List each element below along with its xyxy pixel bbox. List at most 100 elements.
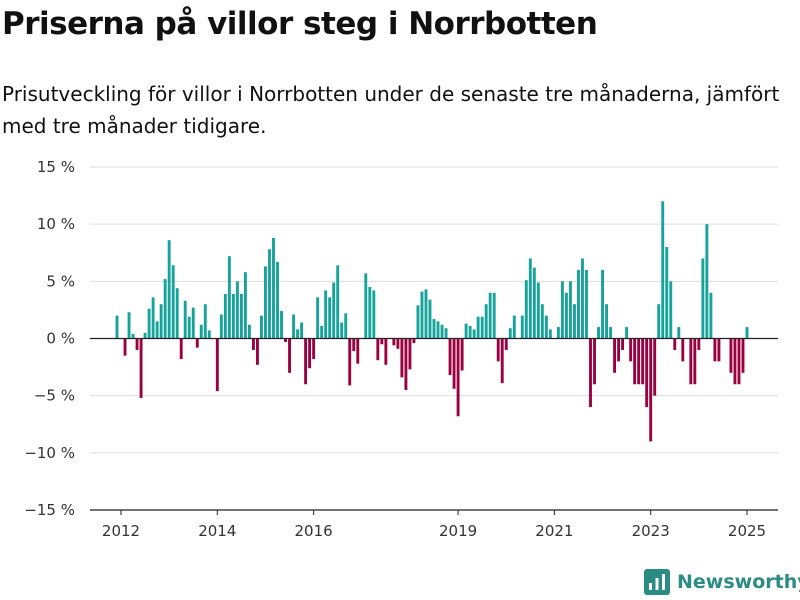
bar — [207, 330, 211, 339]
bar — [276, 261, 279, 339]
bar — [665, 247, 669, 339]
x-tick-label: 2019 — [439, 522, 477, 540]
bar — [203, 304, 207, 339]
bar — [484, 304, 488, 339]
bar — [560, 281, 564, 339]
bar — [504, 338, 508, 350]
bar — [227, 256, 231, 339]
bar — [308, 338, 312, 369]
bar — [701, 258, 705, 339]
bar — [127, 312, 131, 339]
x-tick-label: 2012 — [102, 522, 140, 540]
bar — [416, 305, 420, 339]
bar — [159, 304, 163, 339]
bar — [508, 328, 512, 339]
bar — [284, 338, 287, 342]
bar — [500, 338, 504, 384]
bar — [681, 338, 685, 362]
bar — [480, 316, 484, 339]
bar — [601, 269, 604, 339]
bar — [251, 338, 255, 350]
bar — [625, 327, 629, 339]
bar — [573, 304, 576, 339]
bar — [195, 338, 199, 348]
bar — [123, 338, 127, 356]
bar — [135, 338, 139, 350]
axes — [90, 337, 778, 515]
bar — [452, 338, 456, 389]
bar — [460, 338, 464, 371]
newsworthy-logo-icon — [644, 569, 670, 595]
bar — [697, 338, 701, 350]
y-tick-label: 5 % — [46, 272, 75, 290]
x-tick-label: 2014 — [198, 522, 236, 540]
bar — [392, 338, 396, 346]
bar — [384, 338, 388, 365]
bar — [256, 338, 259, 365]
bar — [428, 299, 432, 339]
bar — [585, 269, 588, 339]
bar — [677, 327, 681, 339]
bar — [577, 269, 580, 339]
x-tick-label: 2021 — [535, 522, 573, 540]
bar — [637, 338, 641, 385]
bar — [733, 338, 737, 385]
bar — [340, 322, 344, 339]
bar — [729, 338, 733, 373]
bar — [468, 325, 472, 339]
bar — [235, 281, 239, 339]
bar — [496, 338, 500, 362]
bar — [645, 338, 649, 408]
bar — [231, 293, 235, 339]
bar — [581, 258, 584, 339]
bar — [408, 338, 412, 370]
bar — [320, 325, 324, 339]
bar — [179, 338, 183, 360]
bar — [187, 316, 191, 339]
bar — [548, 329, 552, 339]
x-tick-label: 2016 — [295, 522, 333, 540]
bar — [260, 315, 263, 339]
bar — [629, 338, 633, 362]
x-tick-label: 2025 — [728, 522, 766, 540]
bar — [131, 333, 135, 339]
bar — [741, 338, 745, 373]
bar-chart: 15 % 10 % 5 % 0 % −5 % −10 % −15 % 2012 2014 2016… — [24, 150, 778, 540]
bar — [368, 287, 372, 339]
bar — [288, 338, 291, 373]
bar — [304, 338, 308, 385]
y-tick-label: −10 % — [24, 444, 75, 462]
bar — [609, 327, 613, 339]
bar — [296, 329, 300, 339]
bar — [544, 315, 548, 339]
bar — [653, 338, 657, 396]
bar — [613, 338, 617, 373]
bar — [364, 273, 368, 339]
bar — [380, 338, 384, 345]
bar — [376, 338, 380, 361]
bar — [709, 292, 713, 339]
bar — [400, 338, 404, 378]
bar — [492, 292, 496, 339]
bar — [673, 338, 677, 350]
chart-title: Priserna på villor steg i Norrbotten — [2, 6, 598, 42]
bar — [292, 314, 296, 339]
bar — [472, 329, 476, 339]
y-tick-label: −15 % — [24, 501, 75, 519]
tick-labels: 15 % 10 % 5 % 0 % −5 % −10 % −15 % 2012 2014 2016… — [24, 150, 766, 540]
bar — [464, 323, 468, 339]
bar — [155, 321, 159, 339]
bar — [272, 237, 275, 339]
latest-value-label: 1 % — [737, 150, 766, 154]
bar — [717, 338, 721, 362]
bar — [745, 327, 749, 339]
bar — [689, 338, 693, 385]
bar — [540, 304, 544, 339]
bar — [476, 316, 480, 339]
bar — [199, 324, 203, 339]
brand-name: Newsworthy — [677, 571, 800, 593]
y-tick-label: −5 % — [34, 387, 75, 405]
bar — [344, 313, 348, 339]
bar — [456, 338, 460, 417]
bar — [532, 267, 536, 339]
